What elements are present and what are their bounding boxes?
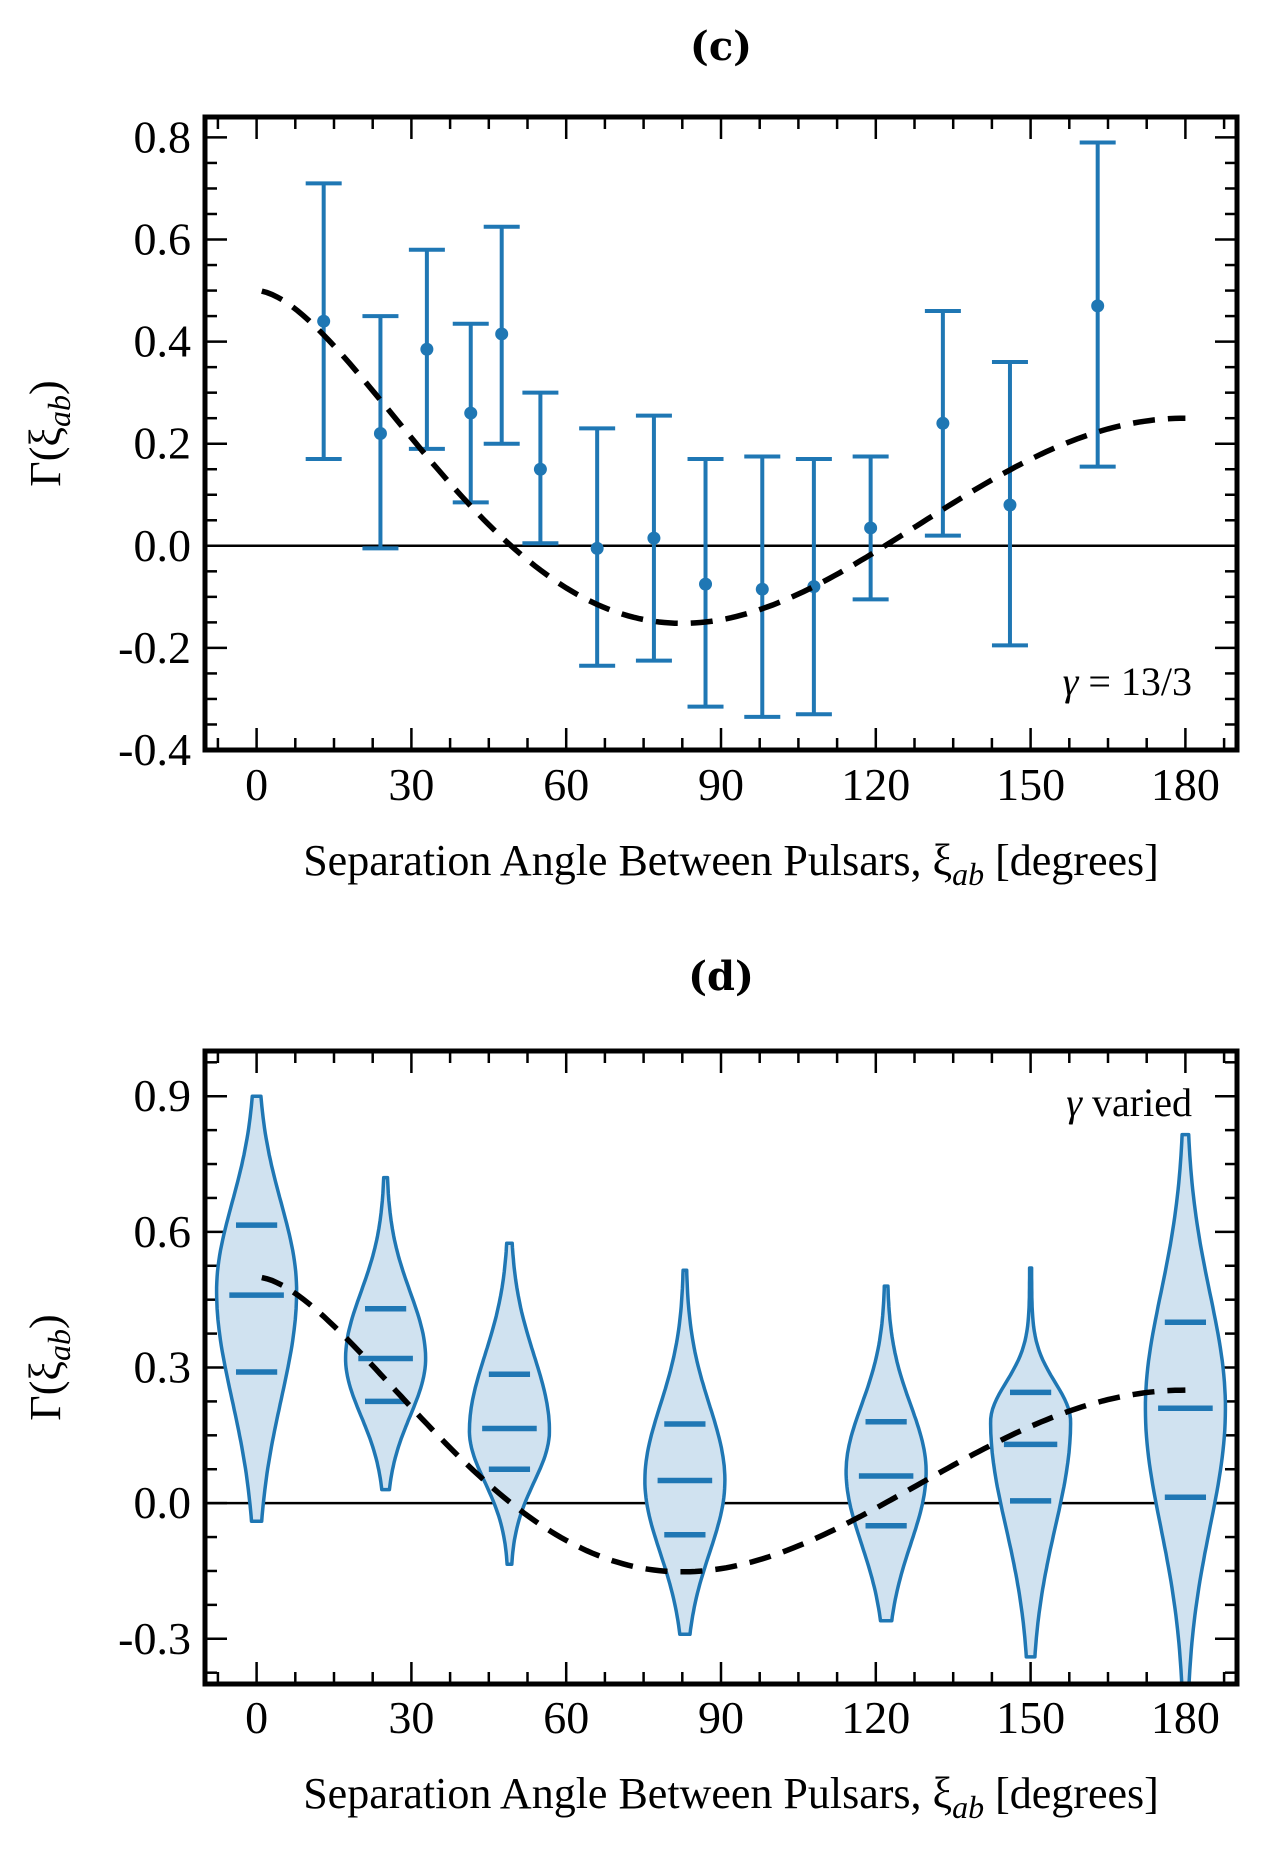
violin-body — [467, 1241, 552, 1566]
violin-body — [844, 1284, 928, 1623]
chart-title: (c) — [690, 23, 752, 70]
data-point — [533, 462, 547, 476]
x-tick-label: 0 — [245, 759, 268, 810]
annotation-text: varied — [1082, 1080, 1192, 1125]
x-tick-label: 60 — [543, 759, 589, 810]
x-tick-label: 150 — [996, 759, 1065, 810]
y-axis-label-sub: ab — [41, 395, 77, 427]
y-axis-label-sub: ab — [41, 1329, 77, 1361]
y-axis-label-suffix: ) — [21, 380, 70, 395]
y-axis-label-suffix: ) — [21, 1314, 70, 1329]
x-axis-label-sub: ab — [952, 856, 984, 892]
x-tick-label: 120 — [841, 759, 910, 810]
x-axis-label-sub: ab — [952, 1789, 984, 1825]
y-tick-label: 0.4 — [134, 316, 192, 367]
y-tick-label: 0.6 — [134, 1206, 192, 1257]
data-point — [495, 327, 509, 341]
panel-c: (c) 0 30 60 90 120 150 180 -0.4 -0.2 0.0 0.2 0.4 0.6 0… — [21, 23, 1240, 892]
data-point — [1003, 498, 1017, 512]
x-axis-label-main: Separation Angle Between Pulsars, ξ — [303, 1769, 952, 1818]
axes-frame — [202, 114, 1240, 753]
y-tick-label: -0.3 — [118, 1613, 191, 1664]
annotation: γ varied — [1066, 1080, 1192, 1125]
x-axis-label-suffix: [degrees] — [984, 836, 1159, 885]
x-tick-label: 90 — [698, 759, 744, 810]
x-tick-label: 120 — [841, 1692, 910, 1743]
data-point — [590, 541, 604, 555]
y-tick-label: -0.2 — [118, 622, 191, 673]
x-tick-label: 150 — [996, 1692, 1065, 1743]
data-point — [864, 521, 878, 535]
x-tick-label: 0 — [245, 1692, 268, 1743]
violin-body — [988, 1266, 1073, 1659]
annotation-symbol: γ — [1063, 659, 1080, 704]
y-tick-label: 0.3 — [134, 1342, 192, 1393]
y-tick-label: 0.6 — [134, 214, 192, 265]
data-point — [420, 342, 434, 356]
annotation-symbol: γ — [1066, 1080, 1083, 1125]
y-tick-label: -0.4 — [118, 724, 191, 775]
x-axis-label: Separation Angle Between Pulsars, ξab [d… — [303, 836, 1159, 892]
data-point — [1091, 299, 1105, 313]
violin-body — [214, 1094, 299, 1523]
violin-body — [643, 1268, 727, 1637]
x-tick-label: 60 — [543, 1692, 589, 1743]
x-tick-label: 180 — [1151, 1692, 1220, 1743]
y-axis-label: Γ(ξab) — [21, 380, 77, 486]
annotation-text: = 13/3 — [1078, 659, 1192, 704]
y-axis-label-main: Γ(ξ — [21, 1361, 70, 1421]
y-axis-label-main: Γ(ξ — [21, 427, 70, 487]
x-tick-label: 30 — [388, 759, 434, 810]
x-tick-label: 180 — [1151, 759, 1220, 810]
x-axis-label-main: Separation Angle Between Pulsars, ξ — [303, 836, 952, 885]
y-tick-label: 0.0 — [134, 520, 192, 571]
annotation: γ = 13/3 — [1063, 659, 1192, 704]
x-axis-label-suffix: [degrees] — [984, 1769, 1159, 1818]
y-tick-label: 0.9 — [134, 1070, 192, 1121]
data-point — [755, 582, 769, 596]
y-tick-label: 0.2 — [134, 418, 192, 469]
data-point — [464, 406, 478, 420]
panel-d: (d) 0 30 60 90 120 150 180 -0.3 0.0 0.3 0.6 0.9 Separ… — [21, 953, 1240, 1825]
reference-curve — [261, 288, 1186, 627]
y-axis-label: Γ(ξab) — [21, 1314, 77, 1420]
data-point — [936, 416, 950, 430]
x-axis-label: Separation Angle Between Pulsars, ξab [d… — [303, 1769, 1159, 1825]
data-point — [317, 314, 331, 328]
plot-area — [205, 140, 1237, 719]
data-point — [647, 531, 661, 545]
data-point — [699, 577, 713, 591]
x-tick-label: 30 — [388, 1692, 434, 1743]
reference-curve — [261, 1274, 1186, 1575]
y-tick-label: 0.8 — [134, 111, 192, 162]
data-point — [373, 427, 387, 440]
violin-body — [343, 1175, 428, 1492]
chart-title: (d) — [688, 953, 754, 1000]
plot-area — [205, 1094, 1237, 1684]
x-tick-label: 90 — [698, 1692, 744, 1743]
y-tick-label: 0.0 — [134, 1477, 192, 1528]
axes-frame — [202, 1048, 1240, 1687]
